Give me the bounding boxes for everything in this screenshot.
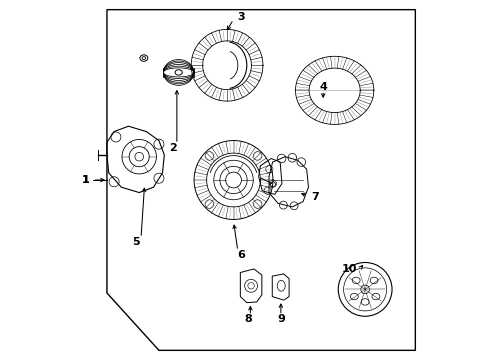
Text: 6: 6 [238, 249, 245, 260]
Text: 9: 9 [277, 314, 285, 324]
Text: 7: 7 [311, 192, 319, 202]
Text: 10: 10 [342, 264, 357, 274]
Text: 1: 1 [81, 175, 89, 185]
Text: 5: 5 [132, 237, 140, 247]
Text: 1: 1 [81, 175, 89, 185]
Text: 3: 3 [238, 12, 245, 22]
Text: 2: 2 [170, 143, 177, 153]
Text: 8: 8 [245, 314, 252, 324]
Text: 4: 4 [320, 82, 328, 92]
